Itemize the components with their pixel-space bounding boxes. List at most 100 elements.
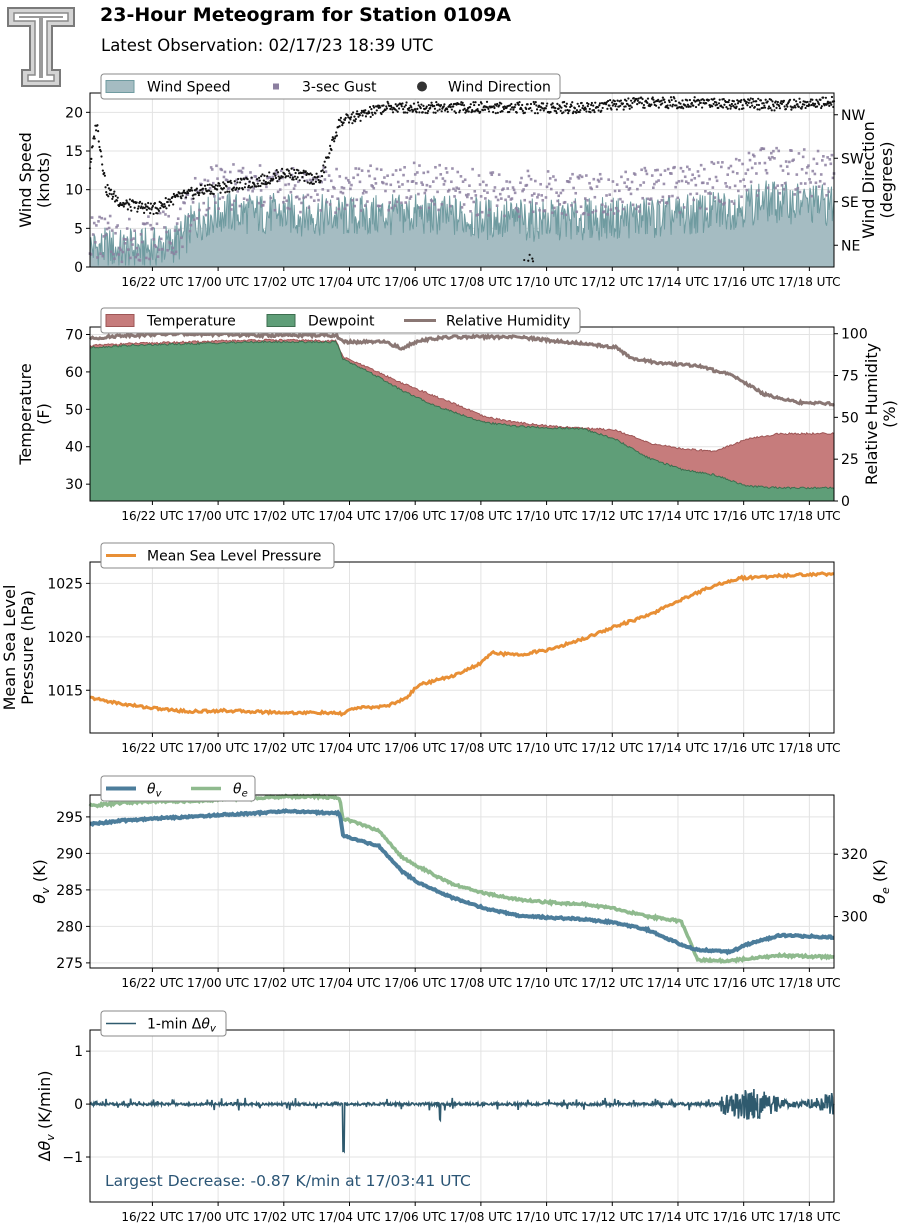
gust-marker <box>641 196 644 200</box>
wind-direction-point <box>122 205 125 208</box>
wind-direction-point <box>410 106 413 109</box>
gust-marker <box>522 188 525 191</box>
wind-direction-point <box>186 190 189 193</box>
wind-direction-point <box>360 109 363 112</box>
plot-frame <box>89 794 835 969</box>
gust-marker <box>762 147 766 151</box>
wind-direction-point <box>487 110 491 113</box>
wind-direction-point <box>149 202 152 205</box>
wind-direction-point <box>418 111 421 114</box>
wind-direction-point <box>304 170 307 173</box>
gust-marker <box>124 238 128 241</box>
gust-marker <box>710 160 714 164</box>
wind-direction-point <box>356 110 359 113</box>
gust-marker <box>123 241 127 245</box>
wind-direction-point <box>359 119 362 122</box>
gust-marker <box>324 170 328 173</box>
gust-marker <box>514 206 518 210</box>
wind-direction-point <box>294 171 297 175</box>
wind-direction-point <box>275 169 278 172</box>
wind-direction-point <box>679 102 682 105</box>
gust-marker <box>359 209 363 212</box>
wind-direction-point <box>527 259 530 262</box>
wind-direction-point <box>770 109 773 112</box>
wind-direction-point <box>657 106 660 109</box>
x-tick-label: 17/10 UTC <box>515 1210 577 1224</box>
wind-direction-point <box>531 257 534 260</box>
gust-marker <box>797 152 801 155</box>
gust-marker <box>715 179 719 183</box>
gust-marker <box>417 192 420 196</box>
wind-direction-point <box>268 182 272 185</box>
gust-marker <box>739 179 742 183</box>
wind-direction-point <box>108 192 111 195</box>
wind-direction-point <box>650 103 653 106</box>
gust-marker <box>543 209 547 212</box>
wind-direction-point <box>539 109 542 112</box>
gust-marker <box>386 174 389 178</box>
wind-direction-point <box>560 106 563 109</box>
wind-direction-point <box>651 96 654 99</box>
gust-marker <box>159 237 163 241</box>
wind-direction-point <box>693 96 696 99</box>
gust-marker <box>321 188 325 191</box>
gust-marker <box>769 151 773 155</box>
gust-marker <box>596 178 600 182</box>
gust-marker <box>401 183 404 186</box>
gust-marker <box>371 185 375 188</box>
gust-marker <box>773 156 776 160</box>
gust-marker <box>300 201 303 205</box>
gust-marker <box>670 172 673 175</box>
gust-marker <box>103 217 107 221</box>
wind-direction-point <box>403 105 406 108</box>
gust-marker <box>140 240 144 244</box>
wind-direction-point <box>203 192 206 195</box>
wind-direction-point <box>692 104 695 107</box>
gust-marker <box>729 164 733 168</box>
wind-direction-point <box>481 109 485 112</box>
wind-direction-point <box>257 176 261 179</box>
gust-marker <box>693 176 697 180</box>
y-tick-label: 1 <box>74 1044 83 1060</box>
wind-direction-point <box>674 99 677 103</box>
gust-marker <box>418 164 421 167</box>
wind-direction-point <box>121 203 124 207</box>
gust-marker <box>170 251 174 254</box>
gust-marker <box>374 182 378 185</box>
gust-marker <box>618 189 621 193</box>
gust-marker <box>120 260 124 264</box>
gust-marker <box>420 181 423 184</box>
wind-direction-point <box>255 178 259 181</box>
y-tick-label: 0 <box>74 260 83 276</box>
wind-direction-point <box>166 200 169 204</box>
gust-marker <box>786 172 790 176</box>
gust-marker <box>163 226 166 229</box>
gust-marker <box>505 180 508 183</box>
gust-marker <box>306 193 310 197</box>
gust-marker <box>626 178 630 181</box>
gust-marker <box>528 200 532 204</box>
gust-marker <box>680 179 684 183</box>
wind-direction-point <box>214 184 217 187</box>
wind-direction-point <box>686 103 690 106</box>
gust-marker <box>217 207 220 210</box>
gust-marker <box>578 174 582 177</box>
wind-direction-point <box>818 103 821 106</box>
wind-direction-point <box>406 111 409 114</box>
wind-direction-point <box>531 260 535 263</box>
gust-marker <box>758 161 761 165</box>
wind-direction-point <box>344 116 347 120</box>
gust-marker <box>437 208 440 212</box>
wind-direction-point <box>280 167 284 171</box>
wind-direction-point <box>596 106 600 109</box>
gust-marker <box>156 255 160 258</box>
gust-marker <box>355 198 359 202</box>
y-right-tick-label: 320 <box>841 847 868 863</box>
wind-direction-point <box>471 110 474 113</box>
wind-direction-point <box>105 191 108 194</box>
gust-marker <box>742 178 745 181</box>
gust-marker <box>568 180 571 184</box>
gust-marker <box>341 191 345 195</box>
x-tick-label: 17/04 UTC <box>318 741 380 755</box>
wind-direction-point <box>239 181 242 184</box>
